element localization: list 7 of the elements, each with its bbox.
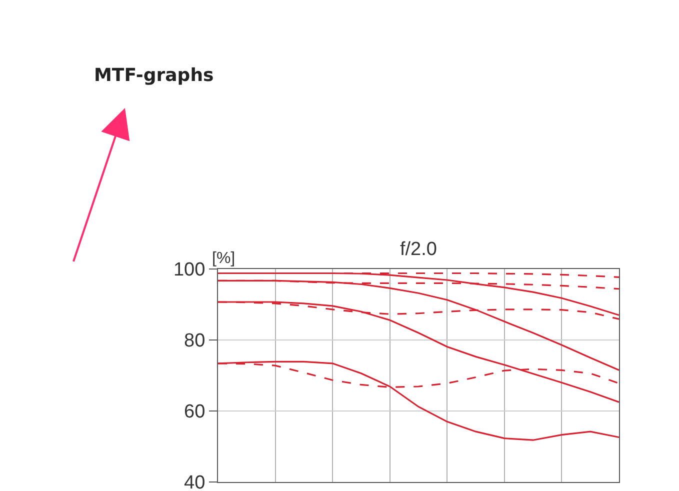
y-tick-label: 100 — [173, 260, 206, 281]
y-tick-label: 60 — [184, 402, 206, 423]
y-tick-label: 80 — [184, 330, 206, 352]
y-tick-label: 40 — [184, 472, 206, 491]
chart-title: f/2.0 — [400, 239, 437, 260]
text: MTF-graphs — [94, 65, 214, 86]
y-axis-title: [%] — [212, 250, 236, 267]
